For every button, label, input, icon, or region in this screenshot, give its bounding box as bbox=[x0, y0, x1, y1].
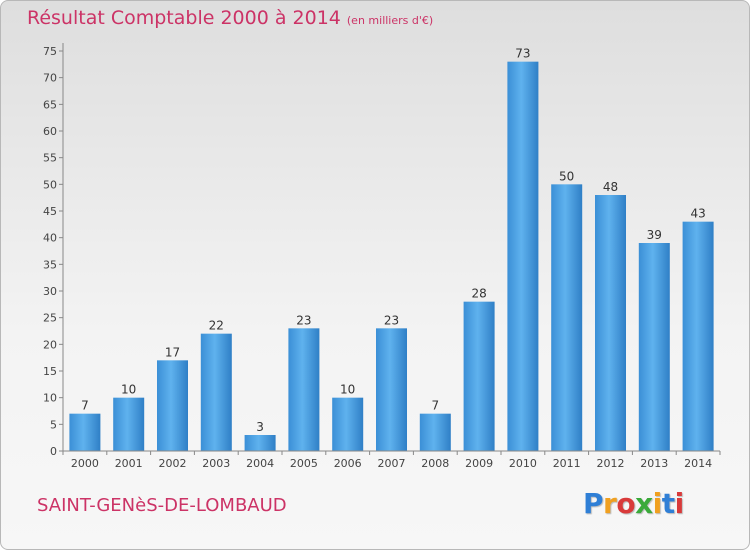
y-tick-label: 60 bbox=[43, 125, 57, 138]
x-tick-label: 2006 bbox=[334, 457, 362, 470]
y-tick-label: 30 bbox=[43, 285, 57, 298]
proxiti-logo: Proxiti bbox=[583, 487, 684, 520]
logo-letter: x bbox=[635, 487, 653, 520]
chart-title: Résultat Comptable 2000 à 2014 bbox=[27, 7, 341, 29]
data-label: 48 bbox=[603, 180, 618, 194]
x-tick-label: 2013 bbox=[640, 457, 668, 470]
bar-2014 bbox=[682, 221, 714, 451]
data-label: 23 bbox=[384, 313, 399, 327]
x-tick-label: 2001 bbox=[115, 457, 143, 470]
bar-2012 bbox=[595, 195, 626, 451]
y-tick-label: 25 bbox=[43, 312, 57, 325]
y-tick-label: 10 bbox=[43, 392, 57, 405]
x-tick-label: 2004 bbox=[246, 457, 274, 470]
bar-2008 bbox=[419, 413, 451, 451]
chart-title-line: Résultat Comptable 2000 à 2014 (en millie… bbox=[27, 7, 433, 29]
bar-2009 bbox=[463, 301, 495, 451]
x-tick-label: 2012 bbox=[597, 457, 625, 470]
bar-2010 bbox=[507, 61, 539, 452]
logo-letter: o bbox=[616, 487, 636, 520]
y-tick-label: 5 bbox=[50, 418, 57, 431]
y-tick-label: 75 bbox=[43, 45, 57, 58]
commune-name: SAINT-GENèS-DE-LOMBAUD bbox=[37, 495, 287, 516]
logo-letter: t bbox=[661, 487, 675, 520]
y-tick-label: 35 bbox=[43, 258, 57, 271]
bar-2013 bbox=[638, 243, 670, 451]
data-label: 22 bbox=[209, 319, 224, 333]
data-label: 10 bbox=[121, 383, 136, 397]
y-tick-label: 45 bbox=[43, 205, 57, 218]
data-label: 39 bbox=[647, 228, 662, 242]
data-label: 23 bbox=[296, 313, 311, 327]
x-tick-label: 2007 bbox=[378, 457, 406, 470]
x-tick-label: 2009 bbox=[465, 457, 493, 470]
data-label: 50 bbox=[559, 169, 574, 183]
y-tick-label: 50 bbox=[43, 178, 57, 191]
data-label: 10 bbox=[340, 383, 355, 397]
data-label: 17 bbox=[165, 345, 180, 359]
data-label: 43 bbox=[690, 207, 705, 221]
data-label: 7 bbox=[431, 399, 439, 413]
x-tick-label: 2002 bbox=[159, 457, 187, 470]
chart-subtitle: (en milliers d'€) bbox=[346, 14, 434, 27]
data-label: 28 bbox=[471, 287, 486, 301]
bar-2007 bbox=[376, 328, 407, 451]
logo-letter: i bbox=[674, 487, 685, 520]
y-tick-label: 20 bbox=[43, 338, 57, 351]
x-tick-label: 2010 bbox=[509, 457, 537, 470]
y-tick-label: 65 bbox=[43, 98, 57, 111]
bar-2000 bbox=[69, 413, 101, 451]
bar-2004 bbox=[244, 435, 276, 451]
bar-2002 bbox=[157, 360, 188, 451]
data-label: 73 bbox=[515, 47, 530, 61]
x-tick-label: 2005 bbox=[290, 457, 318, 470]
logo-letter: i bbox=[652, 487, 663, 520]
y-tick-label: 0 bbox=[50, 445, 57, 458]
data-label: 3 bbox=[256, 420, 264, 434]
logo-letter: P bbox=[583, 487, 604, 520]
x-tick-label: 2011 bbox=[553, 457, 581, 470]
bar-2005 bbox=[288, 328, 320, 451]
y-tick-label: 40 bbox=[43, 232, 57, 245]
y-tick-label: 55 bbox=[43, 152, 57, 165]
x-tick-label: 2000 bbox=[71, 457, 99, 470]
x-tick-label: 2008 bbox=[421, 457, 449, 470]
bar-2006 bbox=[332, 397, 364, 451]
y-tick-label: 70 bbox=[43, 72, 57, 85]
x-tick-label: 2003 bbox=[202, 457, 230, 470]
bar-2001 bbox=[113, 397, 145, 451]
bar-2011 bbox=[551, 184, 583, 452]
data-label: 7 bbox=[81, 399, 89, 413]
bar-2003 bbox=[200, 333, 232, 451]
x-tick-label: 2014 bbox=[684, 457, 712, 470]
y-tick-label: 15 bbox=[43, 365, 57, 378]
logo-letter: r bbox=[603, 487, 617, 520]
